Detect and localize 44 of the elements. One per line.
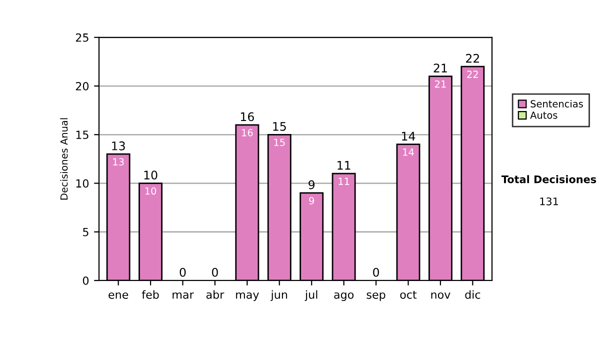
y-tick-label: 20 [76,82,89,90]
total-label: 9 [308,180,315,190]
y-tick-label: 0 [82,276,89,285]
data-label: 21 [434,80,446,88]
x-tick-label: mar [172,292,194,299]
total-label: 21 [434,64,447,72]
x-tick-label: ago [334,292,354,301]
data-label: 15 [274,138,285,146]
y-tick-label: 5 [83,228,88,236]
x-tick-label: may [236,292,259,301]
x-tick-label: dic [465,290,480,299]
data-label: 9 [309,197,314,204]
total-label: 0 [180,268,186,277]
total-label: 14 [402,132,416,140]
total-label: 22 [466,54,479,63]
total-label: 11 [338,161,350,170]
x-tick-label: nov [431,292,450,299]
text: 131 [540,197,558,206]
legend-label: Sentencias [530,100,583,108]
total-label: 15 [273,122,286,131]
x-tick-label: jul [304,290,318,301]
text: Total Decisiones [501,175,596,184]
legend-label: Autos [530,112,558,119]
x-tick-label: sep [366,292,386,301]
x-tick-label: oct [400,290,417,299]
y-tick-label: 25 [76,33,88,42]
total-label: 16 [240,112,254,122]
x-tick-label: abr [206,290,224,299]
data-label: 22 [467,70,478,78]
data-label: 11 [338,178,350,185]
y-tick-label: 10 [76,179,89,188]
y-tick-label: 15 [76,130,88,140]
data-label: 13 [113,158,124,166]
total-label: 0 [373,268,380,277]
total-label: 10 [144,170,158,180]
x-tick-label: jun [270,290,288,301]
data-label: 16 [242,128,253,136]
x-tick-label: ene [108,292,128,299]
x-tick-label: feb [142,290,159,299]
y-axis-title: Decisiones Anual [60,118,68,200]
data-label: 14 [403,148,414,156]
total-label: 0 [212,268,218,277]
total-label: 13 [112,141,125,150]
data-label: 10 [145,187,156,195]
